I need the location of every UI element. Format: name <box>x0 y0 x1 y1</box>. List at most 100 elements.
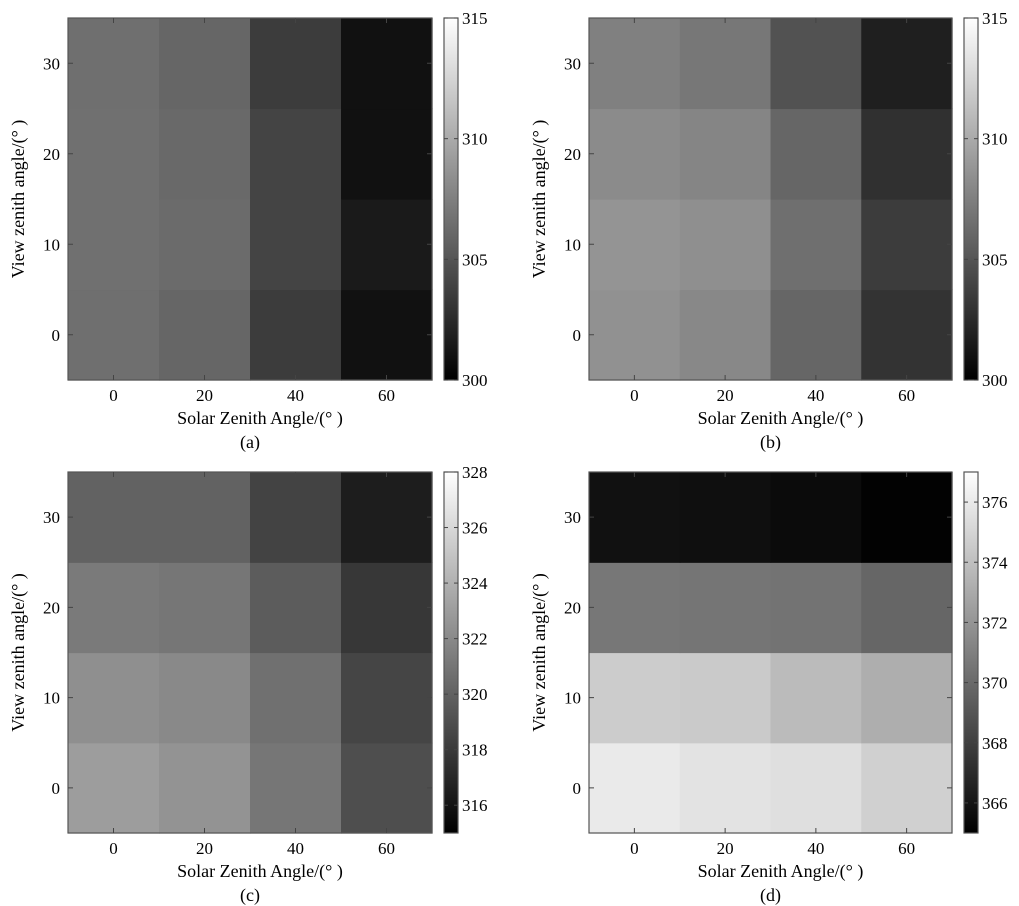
x-tick-label: 20 <box>717 839 734 858</box>
y-tick-label: 0 <box>52 779 61 798</box>
x-tick-label: 0 <box>630 386 639 405</box>
colorbar-tick-label: 374 <box>982 553 1008 572</box>
heatmap-cell <box>250 289 342 381</box>
heatmap-cell <box>589 18 681 110</box>
colorbar-tick-label: 310 <box>982 130 1008 149</box>
heatmap-cell <box>159 652 251 744</box>
plot-frame <box>67 471 433 834</box>
panel-label: (b) <box>760 432 781 453</box>
y-axis-label: View zenith angle/(° ) <box>529 120 550 279</box>
heatmap-cell <box>68 742 160 834</box>
x-axis-label: Solar Zenith Angle/(° ) <box>177 861 343 882</box>
colorbar-tick-label: 372 <box>982 613 1008 632</box>
heatmap-cell <box>589 562 681 654</box>
heatmap-cell <box>341 652 433 744</box>
heatmap-cell <box>159 562 251 654</box>
heatmap-cell <box>250 18 342 110</box>
x-tick-label: 40 <box>287 386 304 405</box>
x-axis-label: Solar Zenith Angle/(° ) <box>698 408 864 429</box>
x-tick-label: 20 <box>196 386 213 405</box>
panel-0: 0 20 40 60 0 10 20 30 Solar Zenith Angle/(° ) Vie… <box>8 9 488 453</box>
heatmap-cell <box>770 289 862 381</box>
heatmap-cell <box>861 108 953 200</box>
heatmap-cell <box>589 652 681 744</box>
heatmap-cell <box>770 472 862 563</box>
y-tick-label: 30 <box>43 508 60 527</box>
heatmap-cell <box>341 289 433 381</box>
x-tick-label: 20 <box>717 386 734 405</box>
heatmap-cell <box>250 562 342 654</box>
heatmap-cell <box>159 742 251 834</box>
heatmap-cell <box>250 108 342 200</box>
panel-1: 0 20 40 60 0 10 20 30 Solar Zenith Angle/(° ) Vie… <box>529 9 1008 453</box>
panel-3: 0 20 40 60 0 10 20 30 Solar Zenith Angle/(° ) Vie… <box>529 471 1008 906</box>
x-tick-label: 20 <box>196 839 213 858</box>
heatmap-cell <box>861 289 953 381</box>
colorbar-tick-label: 316 <box>462 796 488 815</box>
x-tick-label: 40 <box>807 839 824 858</box>
y-axis-label: View zenith angle/(° ) <box>8 573 29 732</box>
colorbar-tick-label: 305 <box>462 250 488 269</box>
heatmap-cell <box>770 562 862 654</box>
y-tick-label: 10 <box>564 235 581 254</box>
heatmap-cell <box>770 108 862 200</box>
heatmap-cell <box>861 562 953 654</box>
heatmap-cell <box>341 472 433 563</box>
heatmap-cell <box>770 18 862 110</box>
heatmap-cell <box>679 289 772 381</box>
panel-2: 0 20 40 60 0 10 20 30 Solar Zenith Angle/(° ) Vie… <box>8 463 488 906</box>
heatmap-cell <box>159 199 251 291</box>
heatmap-cell <box>589 472 681 563</box>
heatmap-cell <box>159 108 251 200</box>
x-tick-label: 40 <box>807 386 824 405</box>
x-tick-label: 60 <box>898 839 915 858</box>
heatmap-cell <box>589 108 681 200</box>
heatmap-cell <box>68 562 160 654</box>
heatmap-cell <box>159 289 251 381</box>
colorbar-tick-label: 315 <box>982 9 1008 28</box>
y-tick-label: 20 <box>564 145 581 164</box>
x-tick-label: 0 <box>109 386 118 405</box>
colorbar-tick-label: 315 <box>462 9 488 28</box>
heatmap-cell <box>861 742 953 834</box>
y-axis-label: View zenith angle/(° ) <box>529 573 550 732</box>
y-tick-label: 10 <box>564 689 581 708</box>
y-tick-label: 30 <box>564 54 581 73</box>
x-tick-label: 60 <box>378 839 395 858</box>
x-tick-label: 0 <box>109 839 118 858</box>
colorbar-tick-label: 300 <box>462 371 488 390</box>
colorbar-tick-label: 376 <box>982 493 1008 512</box>
heatmap-cell <box>68 18 160 110</box>
heatmap-cell <box>589 742 681 834</box>
heatmap-cell <box>250 742 342 834</box>
heatmap-cell <box>679 18 772 110</box>
x-tick-label: 0 <box>630 839 639 858</box>
heatmap-cell <box>341 199 433 291</box>
colorbar-tick-label: 318 <box>462 741 488 760</box>
heatmap-cell <box>68 652 160 744</box>
plot-frame <box>588 17 953 381</box>
colorbar-tick-label: 370 <box>982 674 1008 693</box>
heatmap-cell <box>679 108 772 200</box>
heatmap-cell <box>861 652 953 744</box>
x-tick-label: 40 <box>287 839 304 858</box>
heatmap-cell <box>159 18 251 110</box>
colorbar-tick-label: 324 <box>462 574 488 593</box>
colorbar <box>443 17 459 381</box>
heatmap-cell <box>68 199 160 291</box>
heatmap-cell <box>679 652 772 744</box>
heatmap-cell <box>770 652 862 744</box>
colorbar-tick-label: 305 <box>982 250 1008 269</box>
x-tick-label: 60 <box>898 386 915 405</box>
heatmap-cell <box>250 652 342 744</box>
heatmap-cell <box>679 199 772 291</box>
y-axis-label: View zenith angle/(° ) <box>8 120 29 279</box>
plot-frame <box>67 17 433 381</box>
heatmap-cell <box>861 472 953 563</box>
heatmap-cell <box>250 199 342 291</box>
colorbar <box>963 17 979 381</box>
y-tick-label: 0 <box>573 326 582 345</box>
colorbar <box>963 471 979 834</box>
heatmap-cell <box>861 199 953 291</box>
